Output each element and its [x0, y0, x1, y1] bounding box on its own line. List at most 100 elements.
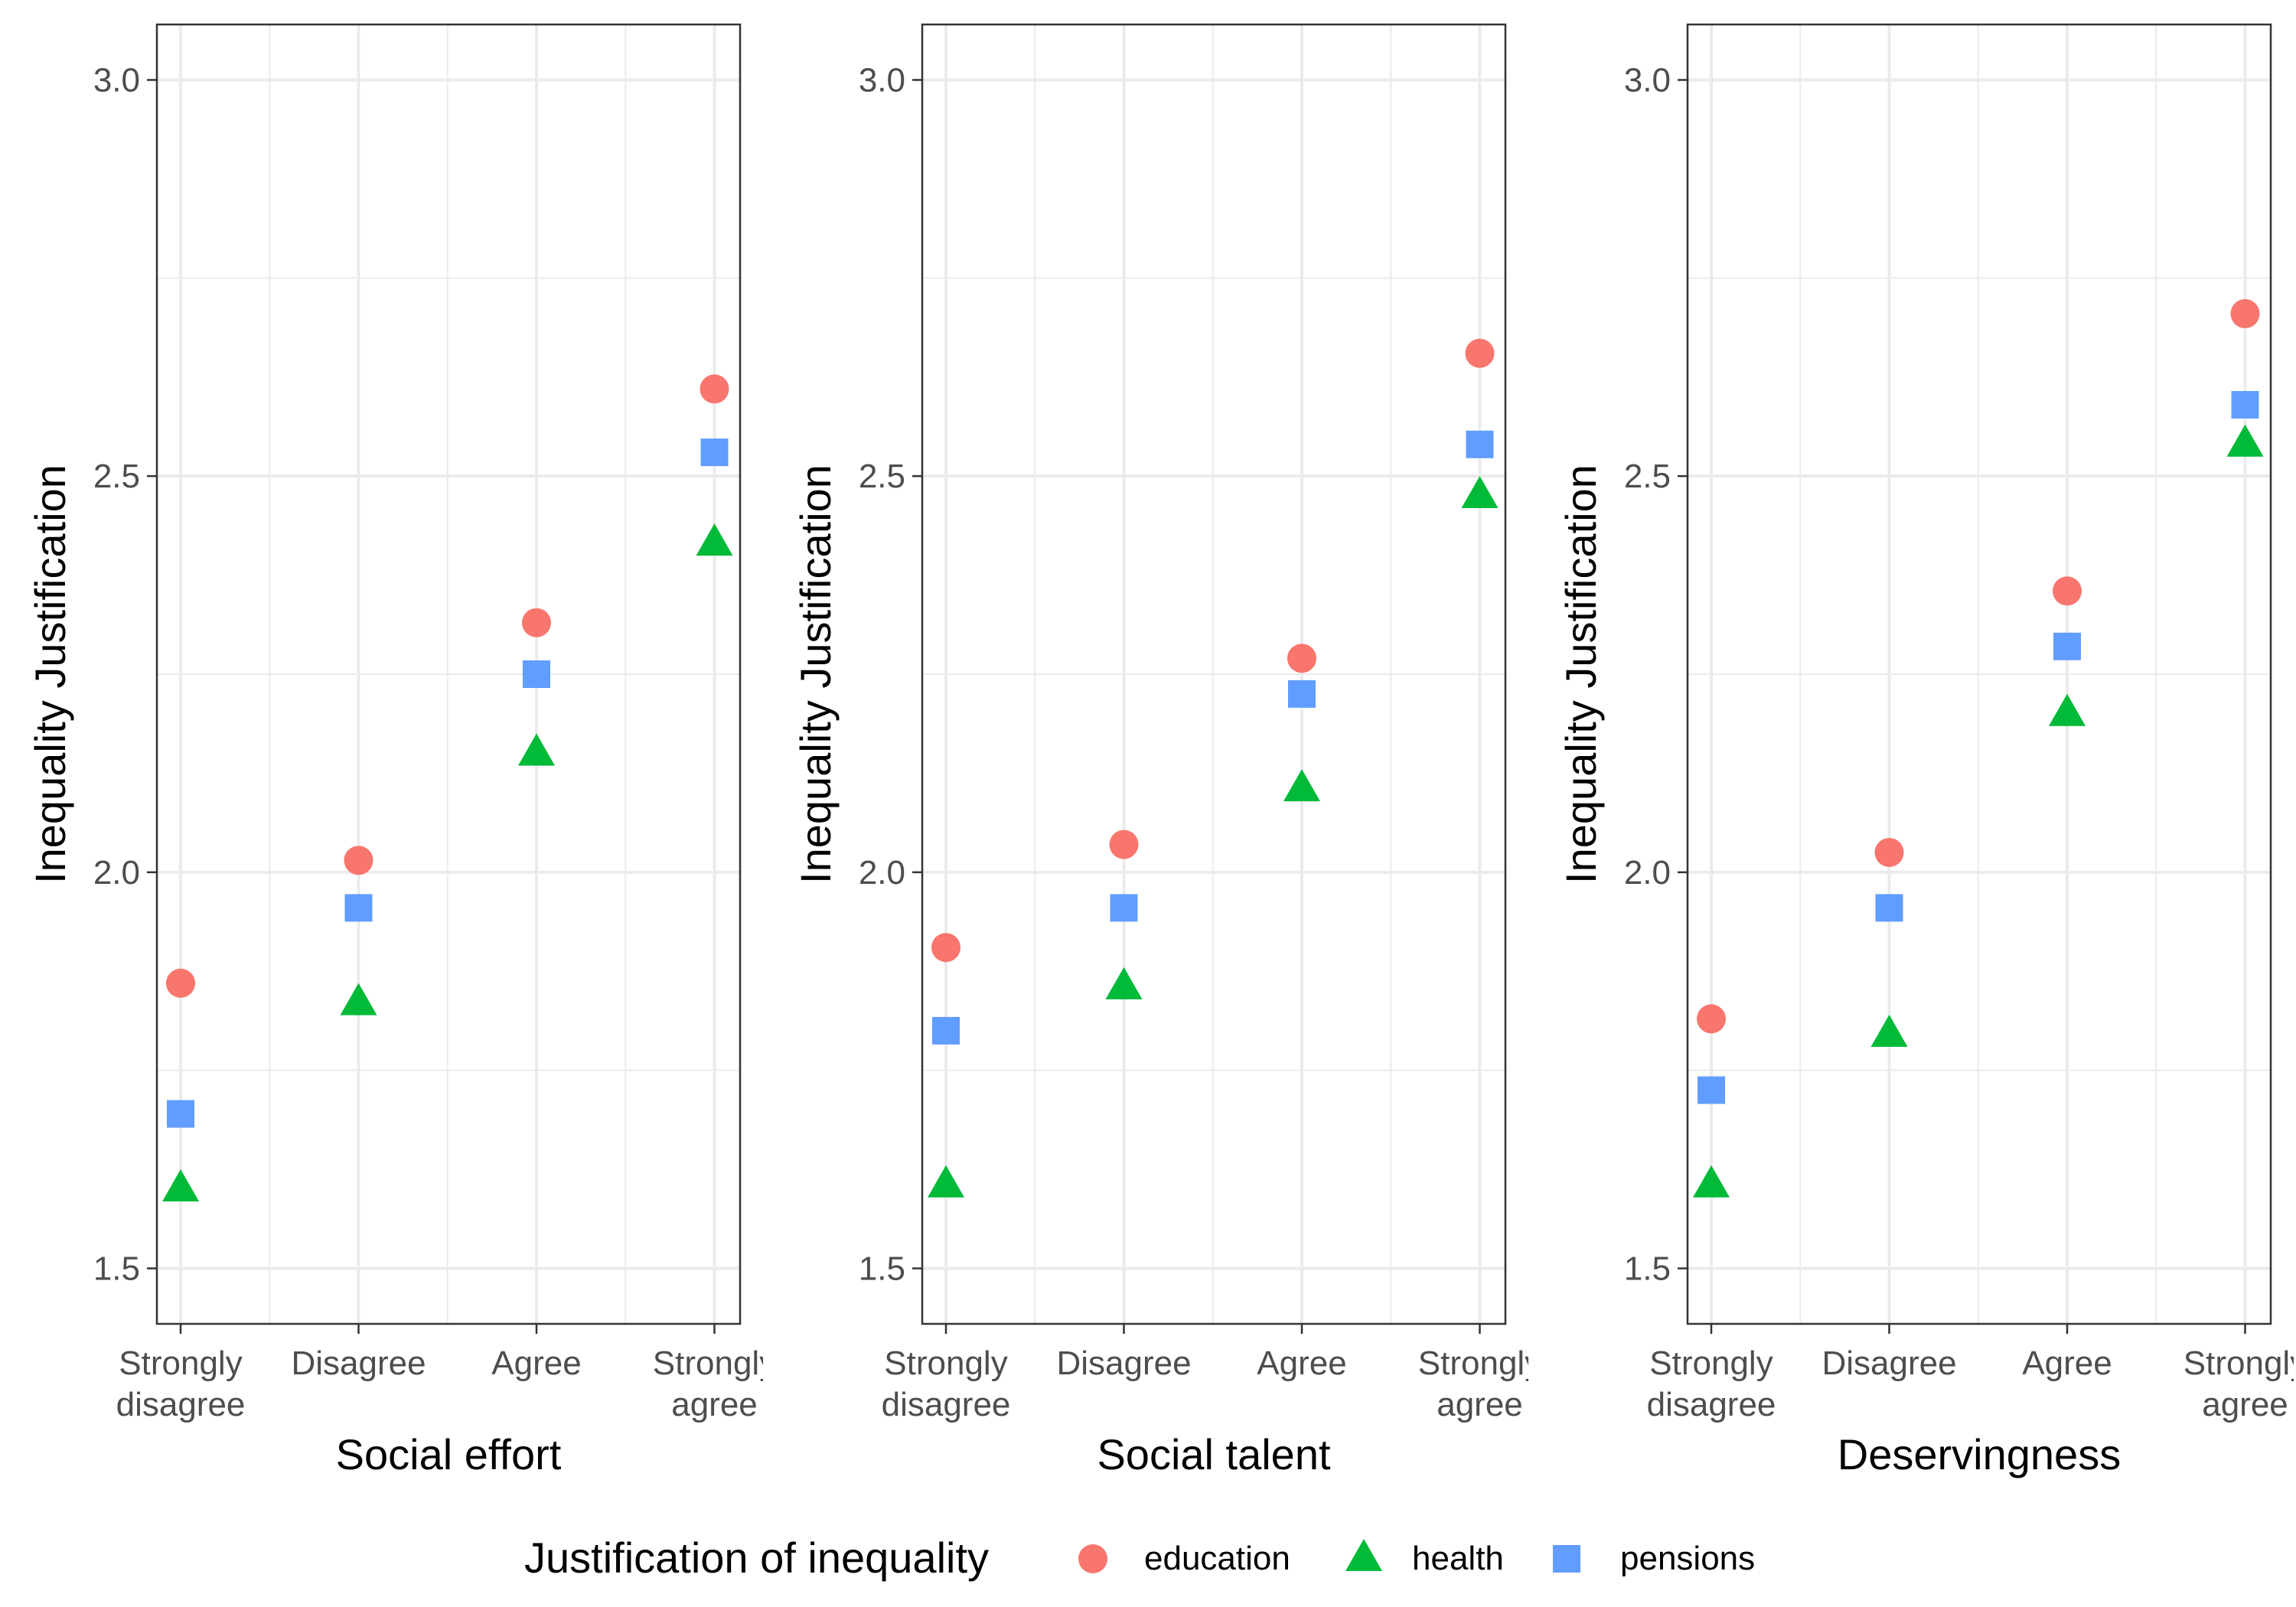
x-tick-label-line: Strongly [1649, 1345, 1773, 1382]
data-point-health [696, 523, 733, 556]
data-point-health [1693, 1165, 1730, 1198]
data-point-pensions [1110, 894, 1138, 922]
x-tick-label: Strongly disagree [1647, 1345, 1776, 1423]
x-tick-label-line: Agree [2022, 1345, 2112, 1382]
y-tick-label: 2.5 [93, 458, 140, 495]
data-point-pensions [523, 660, 550, 688]
data-point-health [1283, 769, 1320, 802]
x-tick-label-line: disagree [116, 1386, 246, 1423]
data-point-education [166, 968, 195, 998]
x-axis-title: Social talent [1097, 1430, 1331, 1478]
x-tick-label: Disagree [291, 1345, 426, 1382]
x-tick-label: Strongly disagree [116, 1345, 246, 1423]
x-tick-label: Agree [2022, 1345, 2112, 1382]
x-tick-label: Disagree [1821, 1345, 1956, 1382]
data-point-education [700, 374, 729, 404]
data-point-education [2053, 576, 2082, 606]
data-point-education [1287, 644, 1316, 673]
x-tick-label-line: Strongly [2183, 1345, 2296, 1382]
y-tick-label: 2.5 [859, 458, 905, 495]
legend-label-health: health [1412, 1540, 1504, 1577]
x-tick-label-line: Disagree [1056, 1345, 1191, 1382]
data-point-education [1109, 830, 1139, 859]
x-tick-label-line: agree [2202, 1386, 2288, 1423]
panel-border [1686, 23, 2272, 1325]
x-tick-label-line: disagree [1647, 1386, 1776, 1423]
y-tick-label: 3.0 [1624, 61, 1671, 99]
data-point-education [2230, 298, 2260, 328]
x-tick-label-line: Disagree [291, 1345, 426, 1382]
data-point-health [162, 1169, 199, 1201]
x-tick-label: Strongly agree [1418, 1345, 1541, 1423]
y-axis-title: Inequality Justification [1557, 464, 1605, 884]
data-point-health [518, 733, 555, 766]
y-tick-label: 2.5 [1624, 458, 1671, 495]
y-tick-label: 2.0 [1624, 854, 1671, 892]
x-tick-label: Strongly agree [2183, 1345, 2296, 1423]
data-point-pensions [1698, 1076, 1725, 1104]
data-point-pensions [167, 1100, 194, 1128]
legend-label-pensions: pensions [1620, 1540, 1755, 1577]
y-tick-label: 1.5 [1624, 1250, 1671, 1288]
y-axis-title: Inequality Justification [791, 464, 840, 884]
legend-key-pensions [1553, 1545, 1580, 1573]
panel-3: 1.5 2.0 2.5 3.0 Strongly disagree Disagree Agre… [1557, 23, 2296, 1478]
data-point-pensions [1288, 680, 1316, 708]
x-tick-label-line: Agree [491, 1345, 581, 1382]
y-axis-title: Inequality Justification [26, 464, 74, 884]
data-point-education [1465, 338, 1495, 368]
data-point-education [522, 608, 551, 637]
x-tick-label-line: disagree [882, 1386, 1011, 1423]
x-tick-label: Agree [491, 1345, 581, 1382]
y-tick-label: 1.5 [859, 1250, 905, 1288]
panel-border [155, 23, 742, 1325]
y-tick-label: 3.0 [93, 61, 140, 99]
data-point-health [928, 1165, 964, 1198]
y-tick-label: 3.0 [859, 61, 905, 99]
x-tick-label-line: Strongly [653, 1345, 776, 1382]
data-point-pensions [2053, 632, 2081, 660]
data-point-health [340, 983, 377, 1015]
data-point-education [1874, 837, 1904, 867]
x-tick-label-line: Strongly [1418, 1345, 1541, 1382]
data-point-pensions [2231, 390, 2259, 419]
x-tick-label: Agree [1257, 1345, 1346, 1382]
legend-label-education: education [1144, 1540, 1290, 1577]
data-point-pensions [932, 1016, 960, 1045]
x-tick-label-line: Strongly [884, 1345, 1007, 1382]
x-tick-label-line: Strongly [119, 1345, 242, 1382]
data-point-health [1105, 966, 1143, 999]
x-axis-title: Social effort [336, 1430, 562, 1478]
panel-2: 1.5 2.0 2.5 3.0 Strongly disagree Disagree Agre… [791, 23, 1541, 1478]
x-tick-label-line: agree [1437, 1386, 1523, 1423]
data-point-education [931, 933, 960, 963]
data-point-pensions [700, 438, 729, 467]
legend-key-health [1345, 1538, 1382, 1571]
x-tick-label-line: agree [671, 1386, 758, 1423]
data-point-health [2226, 424, 2264, 457]
x-tick-label: Disagree [1056, 1345, 1191, 1382]
x-tick-label: Strongly disagree [882, 1345, 1011, 1423]
legend: Justification of inequality education heal… [524, 1534, 1755, 1582]
y-tick-label: 2.0 [93, 854, 140, 892]
x-tick-labels: Strongly disagree Disagree Agree Strongly agr… [116, 1345, 776, 1423]
x-tick-labels: Strongly disagree Disagree Agree Strongly agr… [1647, 1345, 2296, 1423]
data-point-pensions [344, 894, 373, 922]
panel-border [921, 23, 1507, 1325]
x-tick-label-line: Agree [1257, 1345, 1346, 1382]
y-tick-label: 2.0 [859, 854, 905, 892]
y-tick-label: 1.5 [93, 1250, 140, 1288]
data-point-education [1697, 1004, 1726, 1034]
legend-key-education [1078, 1544, 1107, 1573]
panel-1: 1.5 2.0 2.5 3.0 Strongly disagree Disagree Agre… [26, 23, 776, 1478]
data-point-health [2049, 693, 2086, 726]
data-point-health [1461, 476, 1499, 509]
legend-title: Justification of inequality [524, 1534, 989, 1582]
data-point-pensions [1875, 894, 1903, 922]
data-point-health [1870, 1015, 1908, 1048]
x-tick-labels: Strongly disagree Disagree Agree Strongly agr… [882, 1345, 1541, 1423]
x-tick-label: Strongly agree [653, 1345, 776, 1423]
data-point-pensions [1466, 430, 1494, 458]
x-tick-label-line: Disagree [1821, 1345, 1956, 1382]
